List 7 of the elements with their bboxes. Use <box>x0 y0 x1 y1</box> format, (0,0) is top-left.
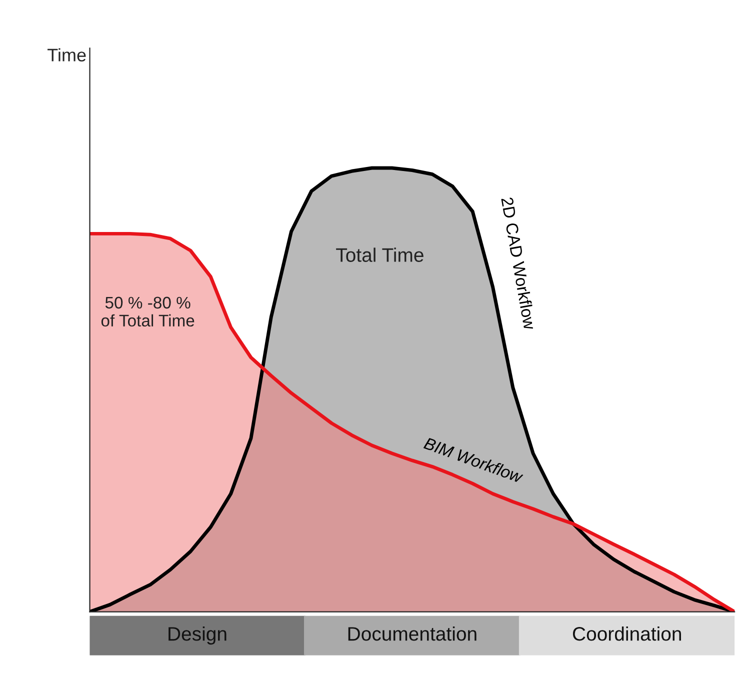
text: Documentation <box>348 626 476 641</box>
annotation: 50 % -80 % of Total Time <box>101 296 194 327</box>
text: Coordination <box>572 626 681 641</box>
text: 2D CAD Workflow <box>501 196 536 330</box>
annotation: Total Time <box>336 248 424 262</box>
text: Design <box>168 626 226 645</box>
text: Time <box>48 48 86 62</box>
